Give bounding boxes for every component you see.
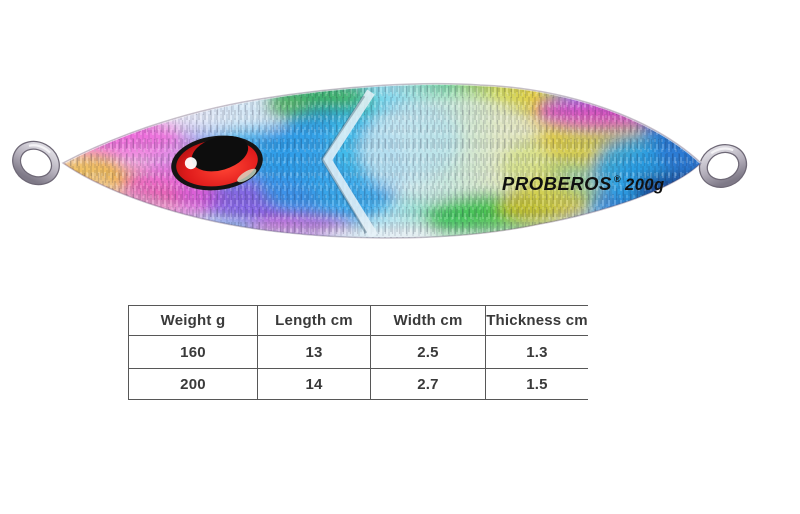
spec-cell: 160 xyxy=(129,336,258,369)
eye-glint xyxy=(237,168,257,183)
spec-header-length: Length cm xyxy=(258,306,371,336)
lure-photo: PROBEROS ® 200g xyxy=(12,82,748,239)
spec-cell: 14 xyxy=(258,369,371,399)
spec-header-width: Width cm xyxy=(371,306,486,336)
top-rim-highlight xyxy=(62,82,702,165)
split-ring-right xyxy=(698,144,748,188)
spec-cell: 1.3 xyxy=(486,336,588,369)
lure-body xyxy=(61,82,703,239)
weight-label: 200g xyxy=(624,176,665,194)
holographic-texture xyxy=(63,83,701,238)
body-outline xyxy=(61,82,703,239)
lure-eye xyxy=(171,135,263,191)
brand-name: PROBEROS xyxy=(502,173,612,194)
spec-cell: 13 xyxy=(258,336,371,369)
registered-mark: ® xyxy=(614,174,621,184)
spec-cell: 2.5 xyxy=(371,336,486,369)
lure-brand-text: PROBEROS ® 200g xyxy=(502,173,665,194)
eye-highlight xyxy=(184,157,197,170)
spec-cell: 200 xyxy=(129,369,258,399)
facet-chevron xyxy=(320,89,378,238)
spec-header-thickness: Thickness cm xyxy=(486,306,588,336)
eye-pupil xyxy=(191,135,249,172)
split-ring-left xyxy=(12,140,60,186)
spec-table: Weight g Length cm Width cm Thickness cm… xyxy=(128,305,588,400)
spec-cell: 2.7 xyxy=(371,369,486,399)
spec-header-weight: Weight g xyxy=(129,306,258,336)
spec-cell: 1.5 xyxy=(526,375,548,393)
